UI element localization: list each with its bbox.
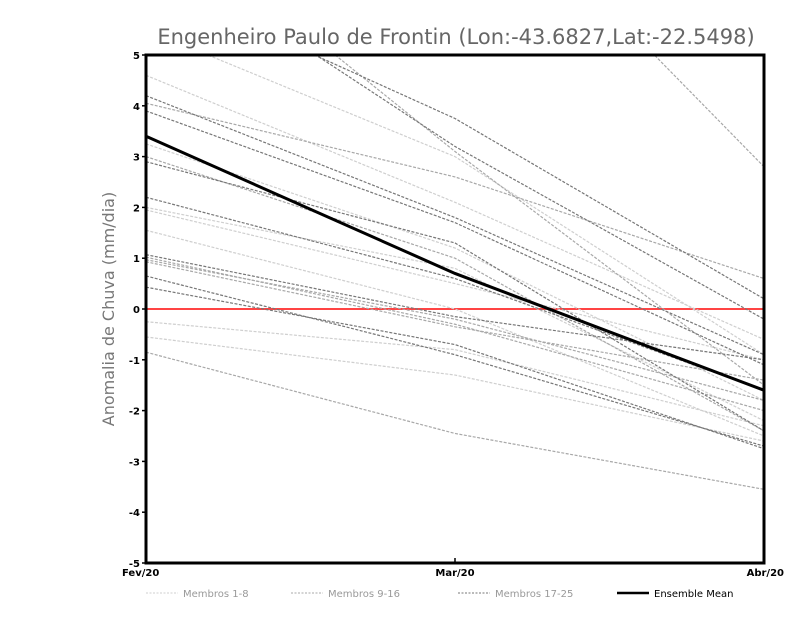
x-tick-label: Abr/20 <box>747 568 784 579</box>
member-line-group3-2 <box>314 55 764 320</box>
y-tick-label: 3 <box>133 153 140 164</box>
y-tick-label: 1 <box>133 254 140 265</box>
y-tick-label: -1 <box>129 356 140 367</box>
legend-label: Membros 9-16 <box>328 589 400 600</box>
legend-label: Membros 17-25 <box>495 589 573 600</box>
legend-item: Membros 9-16 <box>291 589 400 600</box>
y-axis-label: Anomalia de Chuva (mm/dia) <box>99 192 118 426</box>
member-line-group3-4 <box>146 110 764 366</box>
y-tick-label: -2 <box>129 407 140 418</box>
y-tick-label: -3 <box>129 457 140 468</box>
legend-item: Membros 1-8 <box>146 589 249 600</box>
member-line-group2-6 <box>146 156 764 432</box>
member-line-group3-1 <box>313 55 764 300</box>
member-line-group2-1 <box>334 55 764 386</box>
legend-label: Membros 1-8 <box>183 589 249 600</box>
legend-item: Membros 17-25 <box>458 589 573 600</box>
member-line-group1-2 <box>146 143 764 401</box>
member-line-group1-7 <box>146 206 764 422</box>
y-tick-label: 4 <box>133 102 140 113</box>
member-line-group3-6 <box>146 196 764 391</box>
y-tick-label: 5 <box>133 51 140 62</box>
legend-label: Ensemble Mean <box>654 589 733 600</box>
member-line-group1-6 <box>146 209 764 361</box>
member-line-group3-7 <box>146 254 764 361</box>
x-tick-label: Mar/20 <box>435 568 474 579</box>
y-tick-label: 2 <box>133 203 140 214</box>
member-line-group1-8 <box>206 55 764 356</box>
ensemble-mean-line <box>146 134 764 392</box>
member-line-group3-3 <box>146 95 764 356</box>
member-line-group2-4 <box>146 256 764 412</box>
member-line-group1-4 <box>146 321 764 427</box>
member-line-group3-9 <box>146 286 764 450</box>
member-line-group1-5 <box>146 336 764 442</box>
member-line-group2-8 <box>146 261 764 381</box>
member-line-group2-5 <box>146 351 764 490</box>
member-line-group1-1 <box>146 74 764 341</box>
member-line-group1-3 <box>146 229 764 437</box>
member-line-group3-8 <box>146 275 764 447</box>
y-tick-label: -4 <box>129 508 140 519</box>
legend-item: Ensemble Mean <box>617 589 733 600</box>
x-tick-label: Fev/20 <box>122 568 159 579</box>
member-line-group2-2 <box>146 102 764 280</box>
y-tick-label: 0 <box>133 305 140 316</box>
y-tick-label: -5 <box>129 559 140 570</box>
chart-title: Engenheiro Paulo de Frontin (Lon:-43.682… <box>157 25 754 49</box>
member-line-group3-5 <box>146 161 764 432</box>
